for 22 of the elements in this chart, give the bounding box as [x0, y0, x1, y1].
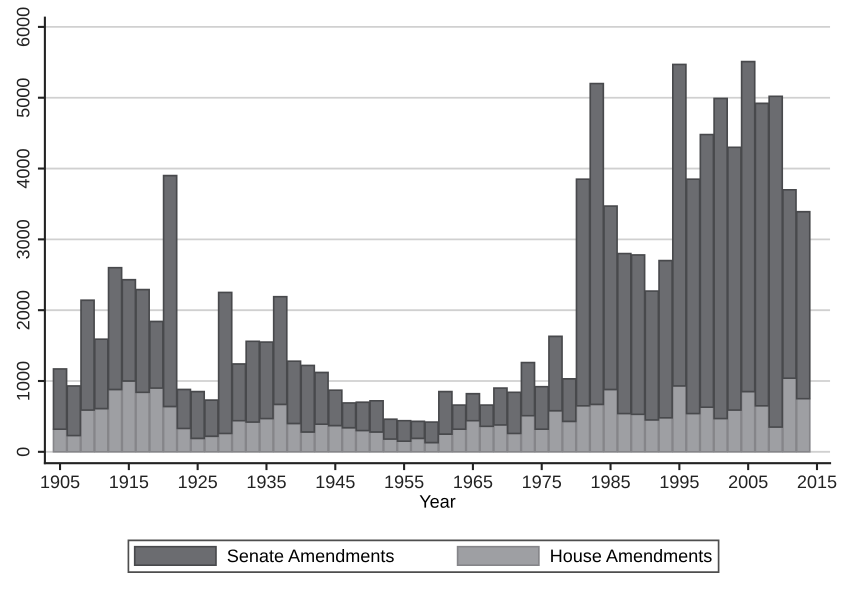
x-tick-label: 1975: [523, 475, 562, 488]
y-tick-label: 2000: [16, 290, 30, 330]
x-tick-label: 1935: [248, 475, 286, 488]
x-tick-label: 1905: [41, 475, 80, 488]
y-tick-label: 4000: [16, 149, 30, 188]
x-tick-label: 1985: [592, 475, 630, 488]
legend-label: House Amendments: [551, 548, 712, 562]
legend-label: Senate Amendments: [228, 548, 394, 562]
x-tick-label: 1915: [110, 475, 148, 488]
y-tick-label: 6000: [16, 8, 30, 46]
x-tick-label: 1945: [316, 475, 355, 488]
y-tick-label: 1000: [16, 362, 30, 400]
y-tick-label: 5000: [16, 78, 30, 118]
x-tick-label: 1995: [660, 475, 699, 488]
x-tick-label: 1965: [454, 475, 492, 488]
x-tick-label: 2005: [729, 475, 768, 488]
x-tick-label: 1925: [178, 475, 217, 488]
y-tick-label: 3000: [16, 220, 30, 259]
x-tick-label: 2015: [798, 475, 836, 488]
x-axis-title: Year: [420, 495, 456, 508]
y-tick-label: 0: [16, 448, 30, 456]
x-tick-label: 1955: [385, 475, 424, 488]
